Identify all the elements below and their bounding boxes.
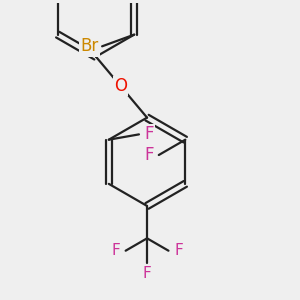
Text: F: F [144,146,154,164]
Text: F: F [174,243,183,258]
Text: F: F [111,243,120,258]
Text: Br: Br [80,37,98,55]
Text: O: O [114,77,127,95]
Text: F: F [144,125,154,143]
Text: F: F [143,266,152,281]
